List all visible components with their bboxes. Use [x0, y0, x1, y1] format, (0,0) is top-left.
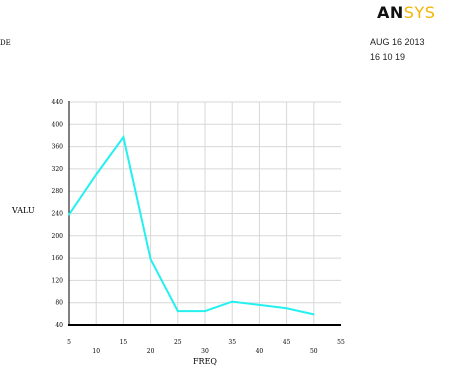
- x-tick-label: 40: [256, 348, 264, 355]
- time-stamp: 16 10 19: [370, 52, 406, 62]
- date-stamp: AUG 16 2013: [370, 37, 425, 47]
- chart-series: [68, 134, 315, 316]
- y-axis-label: VALU: [12, 206, 35, 215]
- data-point: [258, 304, 261, 306]
- data-point: [149, 258, 152, 261]
- y-tick-label: 320: [52, 166, 64, 173]
- cut-off-label: DE: [0, 39, 11, 47]
- chart-grid: [69, 101, 341, 326]
- x-tick-label: 45: [283, 339, 291, 346]
- data-point: [95, 173, 97, 176]
- y-tick-label: 280: [52, 188, 64, 195]
- data-point: [68, 213, 70, 216]
- y-tick-label: 40: [55, 322, 63, 329]
- data-point: [204, 310, 206, 312]
- data-point: [313, 313, 315, 316]
- data-point: [285, 307, 288, 310]
- chart-tick-labels: 40 80 120 160 200 240 280 320 360 400 440 5 15 25 35 45…: [52, 99, 345, 355]
- y-tick-label: 200: [52, 233, 64, 240]
- ansys-logo: ANSYS: [377, 4, 435, 22]
- data-point: [231, 300, 233, 303]
- y-tick-label: 360: [52, 144, 64, 151]
- x-tick-label: 30: [201, 348, 209, 355]
- x-tick-label: 35: [228, 339, 236, 346]
- x-tick-label: 10: [92, 348, 100, 355]
- data-point: [122, 136, 125, 138]
- y-tick-label: 120: [52, 277, 64, 284]
- x-tick-label: 25: [174, 339, 182, 346]
- x-tick-label: 20: [147, 348, 155, 355]
- x-tick-label: 5: [67, 339, 71, 346]
- y-tick-label: 240: [52, 211, 64, 218]
- x-tick-label: 55: [337, 339, 345, 346]
- x-tick-label: 15: [120, 339, 128, 346]
- x-tick-label: 50: [310, 348, 318, 355]
- series-line: [68, 134, 315, 316]
- logo-part-b: SYS: [403, 3, 436, 22]
- y-tick-label: 80: [55, 300, 63, 307]
- x-axis-label: FREQ: [193, 357, 217, 366]
- y-tick-label: 440: [52, 99, 64, 106]
- data-point: [177, 310, 179, 312]
- y-tick-label: 400: [52, 121, 64, 128]
- logo-part-a: AN: [377, 3, 404, 22]
- y-tick-label: 160: [52, 255, 64, 262]
